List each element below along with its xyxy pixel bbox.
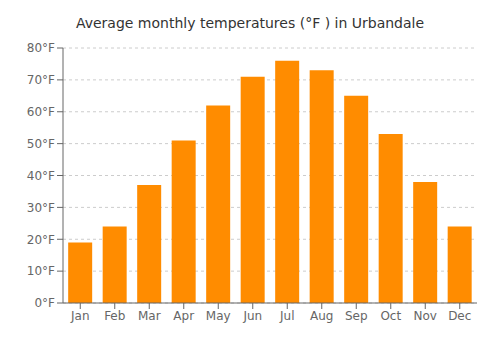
svg-text:Apr: Apr — [173, 309, 194, 323]
svg-text:Sep: Sep — [345, 309, 368, 323]
svg-text:Oct: Oct — [380, 309, 401, 323]
svg-text:Jul: Jul — [279, 309, 294, 323]
svg-text:Jan: Jan — [70, 309, 90, 323]
svg-text:Feb: Feb — [104, 309, 125, 323]
svg-text:Aug: Aug — [310, 309, 333, 323]
svg-text:Jun: Jun — [242, 309, 262, 323]
svg-text:Dec: Dec — [448, 309, 471, 323]
svg-text:40°F: 40°F — [27, 169, 55, 183]
svg-text:20°F: 20°F — [27, 233, 55, 247]
html-text:Average monthly temperatures (: Average monthly temperatures (°F ) in Ur… — [75, 15, 425, 31]
svg-text:10°F: 10°F — [27, 264, 55, 278]
svg-text:Nov: Nov — [414, 309, 437, 323]
svg-text:Mar: Mar — [138, 309, 161, 323]
svg-text:70°F: 70°F — [27, 73, 55, 87]
svg-text:May: May — [206, 309, 231, 323]
svg-text:60°F: 60°F — [27, 105, 55, 119]
svg-text:30°F: 30°F — [27, 201, 55, 215]
svg-text:50°F: 50°F — [27, 137, 55, 151]
svg-text:0°F: 0°F — [34, 296, 55, 310]
svg-text:80°F: 80°F — [27, 41, 55, 55]
